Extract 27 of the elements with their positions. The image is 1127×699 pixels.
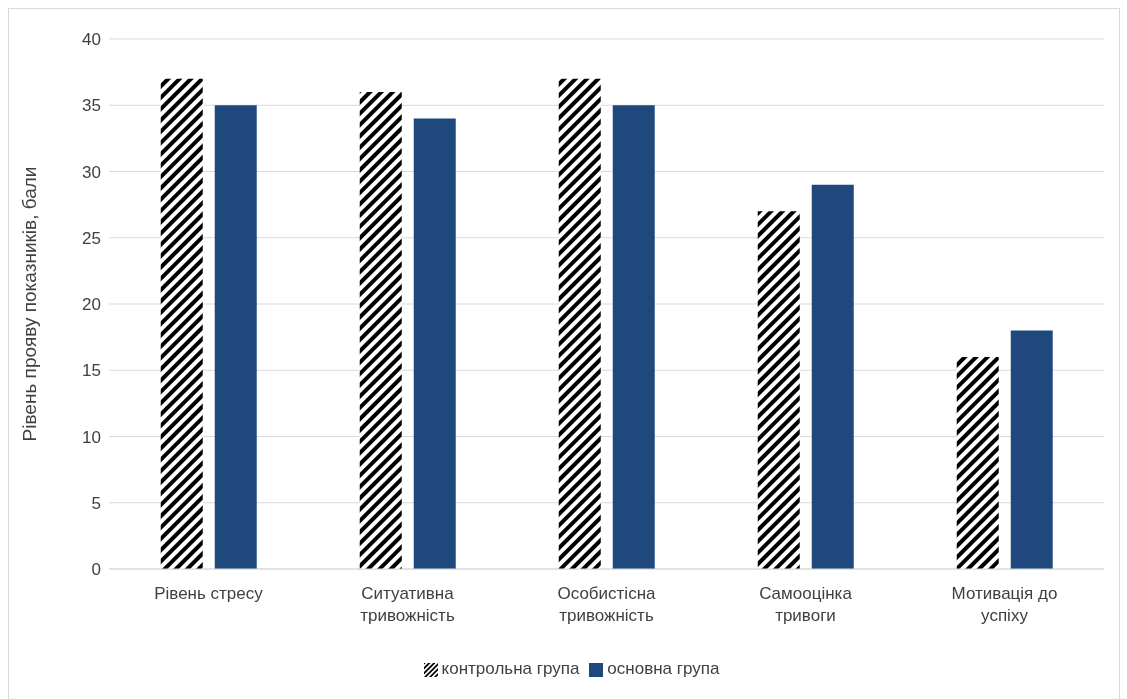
- y-tick-label: 10: [82, 427, 101, 447]
- y-axis-title: Рівень прояву показників, бали: [18, 166, 40, 442]
- bar: [811, 184, 854, 569]
- x-tick-label: Мотивація до успіху: [951, 584, 1058, 625]
- bar: [956, 357, 999, 569]
- y-tick-label: 20: [82, 295, 101, 315]
- x-tick-label: Особистісна тривожність: [557, 584, 657, 625]
- y-tick-label: 35: [82, 96, 101, 116]
- bar: [612, 105, 655, 569]
- y-tick-label: 30: [82, 162, 101, 182]
- bar: [160, 78, 203, 569]
- bar: [413, 118, 456, 569]
- bar: [558, 78, 601, 569]
- y-tick-label: 25: [82, 228, 101, 248]
- x-tick-label: Ситуативна тривожність: [360, 584, 455, 625]
- bar: [757, 211, 800, 569]
- bar: [1010, 330, 1053, 569]
- x-tick-label: Самооцінка тривоги: [759, 584, 853, 625]
- y-tick-label: 15: [82, 361, 101, 381]
- legend-label: основна група: [607, 659, 720, 678]
- legend-label: контрольна група: [441, 659, 580, 678]
- bar: [214, 105, 257, 569]
- y-tick-label: 5: [91, 493, 101, 513]
- y-tick-label: 0: [91, 560, 101, 580]
- x-tick-label: Рівень стресу: [154, 584, 264, 603]
- bar: [359, 92, 402, 569]
- y-tick-label: 40: [82, 30, 101, 50]
